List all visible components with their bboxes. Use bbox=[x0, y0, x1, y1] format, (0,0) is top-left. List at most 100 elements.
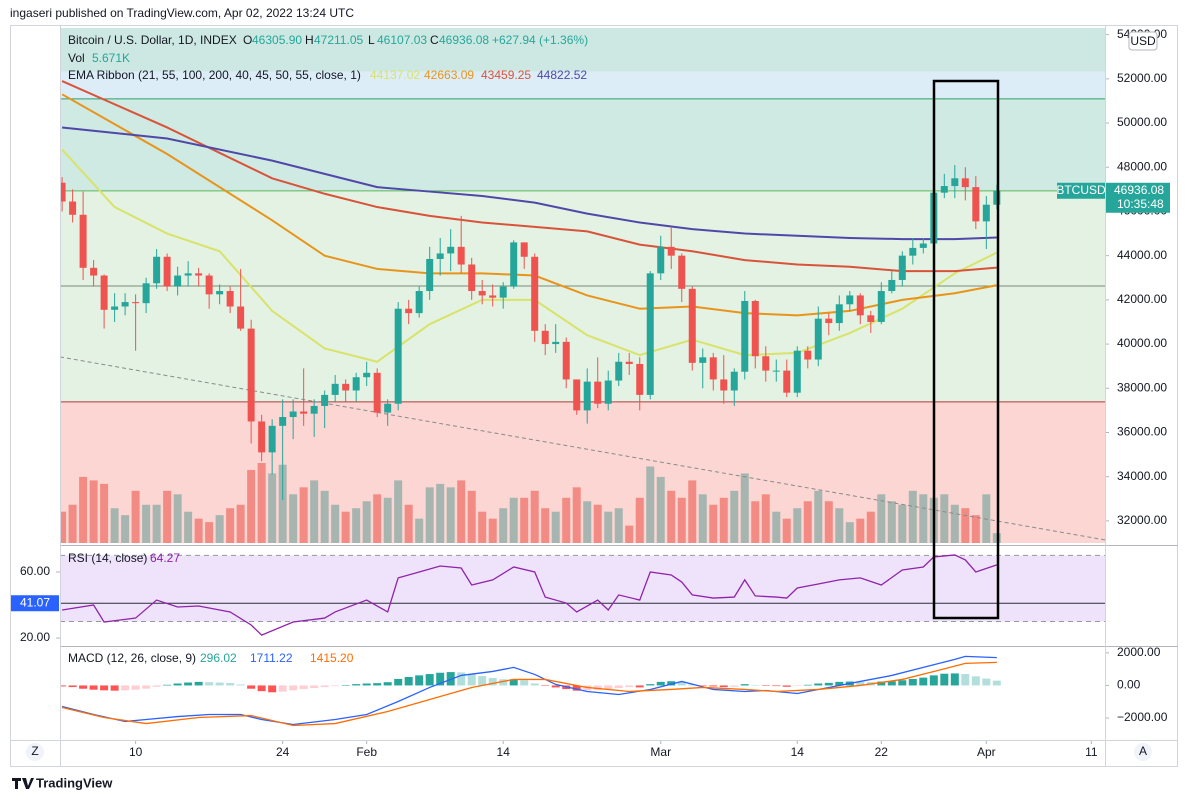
candle-body bbox=[982, 204, 990, 222]
histogram-bar bbox=[163, 684, 172, 686]
volume-bar bbox=[551, 511, 560, 543]
volume-bar bbox=[667, 490, 676, 543]
candle-body bbox=[426, 258, 434, 292]
histogram-bar bbox=[478, 676, 487, 686]
histogram-bar bbox=[919, 677, 928, 686]
histogram-bar bbox=[730, 685, 739, 687]
candle-body bbox=[898, 255, 906, 280]
volume-bar bbox=[677, 497, 686, 543]
rsi-band bbox=[60, 555, 1105, 622]
volume-bar bbox=[530, 490, 539, 543]
candle-body bbox=[489, 295, 497, 298]
histogram-bar bbox=[667, 681, 676, 686]
ohlc-value: 46936.08 bbox=[439, 33, 489, 47]
candle-body bbox=[216, 291, 224, 295]
histogram-bar bbox=[572, 685, 581, 691]
histogram-bar bbox=[625, 685, 634, 688]
candle-body bbox=[300, 411, 308, 414]
ema-name: EMA Ribbon (21, 55, 100, 200, 40, 45, 50… bbox=[68, 68, 361, 82]
button[interactable] bbox=[26, 743, 44, 761]
volume-bar bbox=[698, 494, 707, 543]
candle-body bbox=[289, 411, 297, 418]
histogram-bar bbox=[908, 678, 917, 686]
histogram-bar bbox=[856, 681, 865, 686]
volume-bar bbox=[877, 494, 886, 543]
volume-bar bbox=[908, 490, 917, 543]
histogram-bar bbox=[257, 685, 266, 692]
overlay: 10 24 Feb 14 Mar 14 22 Apr 11 32000.00 34000.00 360… bbox=[11, 27, 1170, 759]
volume-bar bbox=[341, 511, 350, 543]
candle-body bbox=[310, 405, 318, 414]
volume-bar bbox=[625, 525, 634, 543]
histogram-bar bbox=[551, 685, 560, 688]
histogram-bar bbox=[100, 685, 109, 691]
volume-bar bbox=[509, 497, 518, 543]
volume-bar bbox=[79, 476, 88, 543]
histogram-bar bbox=[205, 682, 214, 686]
histogram-bar bbox=[488, 677, 497, 686]
candle-body bbox=[184, 273, 192, 276]
candle-body bbox=[562, 341, 570, 380]
volume-bar bbox=[856, 518, 865, 543]
candle-body bbox=[636, 363, 644, 395]
histogram-bar bbox=[971, 676, 980, 686]
candle-body bbox=[90, 267, 98, 276]
volume-bar bbox=[604, 511, 613, 543]
chart-title: Bitcoin / U.S. Dollar, 1D, INDEX bbox=[68, 33, 237, 47]
candle-body bbox=[394, 308, 402, 404]
indicator-line bbox=[61, 655, 997, 726]
y-tick-label: 44000.00 bbox=[1117, 248, 1167, 262]
histogram-bar bbox=[289, 685, 298, 691]
price-pane bbox=[60, 28, 1105, 543]
y-tick-label: 0.00 bbox=[1117, 678, 1141, 692]
histogram-bar bbox=[961, 674, 970, 686]
candle-body bbox=[541, 330, 549, 345]
ema-line bbox=[61, 93, 998, 317]
candle-body bbox=[457, 246, 465, 265]
candle-body bbox=[919, 243, 927, 248]
x-tick-label: 10 bbox=[129, 745, 143, 759]
histogram-bar bbox=[614, 685, 623, 689]
candle-body bbox=[583, 381, 591, 411]
histogram-bar bbox=[299, 685, 308, 690]
volume-bar bbox=[772, 511, 781, 543]
volume-bar bbox=[299, 487, 308, 543]
volume-bar bbox=[60, 511, 67, 543]
zone bbox=[60, 190, 1105, 402]
candle-body bbox=[163, 256, 171, 287]
candle-body bbox=[258, 421, 266, 453]
histogram-bar bbox=[184, 682, 193, 686]
candle-body bbox=[174, 275, 182, 287]
currency-badge[interactable] bbox=[1128, 31, 1158, 51]
button[interactable] bbox=[1134, 743, 1152, 761]
volume-bar bbox=[971, 515, 980, 543]
x-tick-label: 14 bbox=[497, 745, 511, 759]
volume-bar bbox=[247, 469, 256, 543]
candle-body bbox=[657, 246, 665, 274]
histogram-bar bbox=[793, 685, 802, 686]
candle-body bbox=[940, 186, 948, 193]
histogram-bar bbox=[950, 673, 959, 686]
publisher: ingaseri published on TradingView.com, A… bbox=[10, 6, 354, 20]
currency: USD bbox=[1130, 34, 1156, 48]
y-tick-label: 60.00 bbox=[20, 564, 50, 578]
price-label: 46936.08 bbox=[1114, 183, 1164, 197]
histogram-bar bbox=[530, 683, 539, 686]
histogram-bar bbox=[404, 676, 413, 686]
histogram-bar bbox=[341, 685, 350, 686]
candle-body bbox=[552, 341, 560, 345]
candle-body bbox=[814, 318, 822, 360]
ohlc-name: C bbox=[430, 33, 439, 47]
ema-line bbox=[61, 126, 997, 241]
histogram-bar bbox=[520, 680, 529, 686]
volume-bar bbox=[289, 494, 298, 543]
histogram-bar bbox=[761, 685, 770, 686]
histogram-bar bbox=[677, 682, 686, 686]
histogram-bar bbox=[394, 678, 403, 686]
candle-body bbox=[846, 295, 854, 305]
candle-body bbox=[478, 291, 486, 296]
volume-bar bbox=[110, 508, 119, 543]
histogram-bar bbox=[457, 672, 466, 686]
volume-bar bbox=[383, 497, 392, 543]
candle-body bbox=[667, 246, 675, 256]
